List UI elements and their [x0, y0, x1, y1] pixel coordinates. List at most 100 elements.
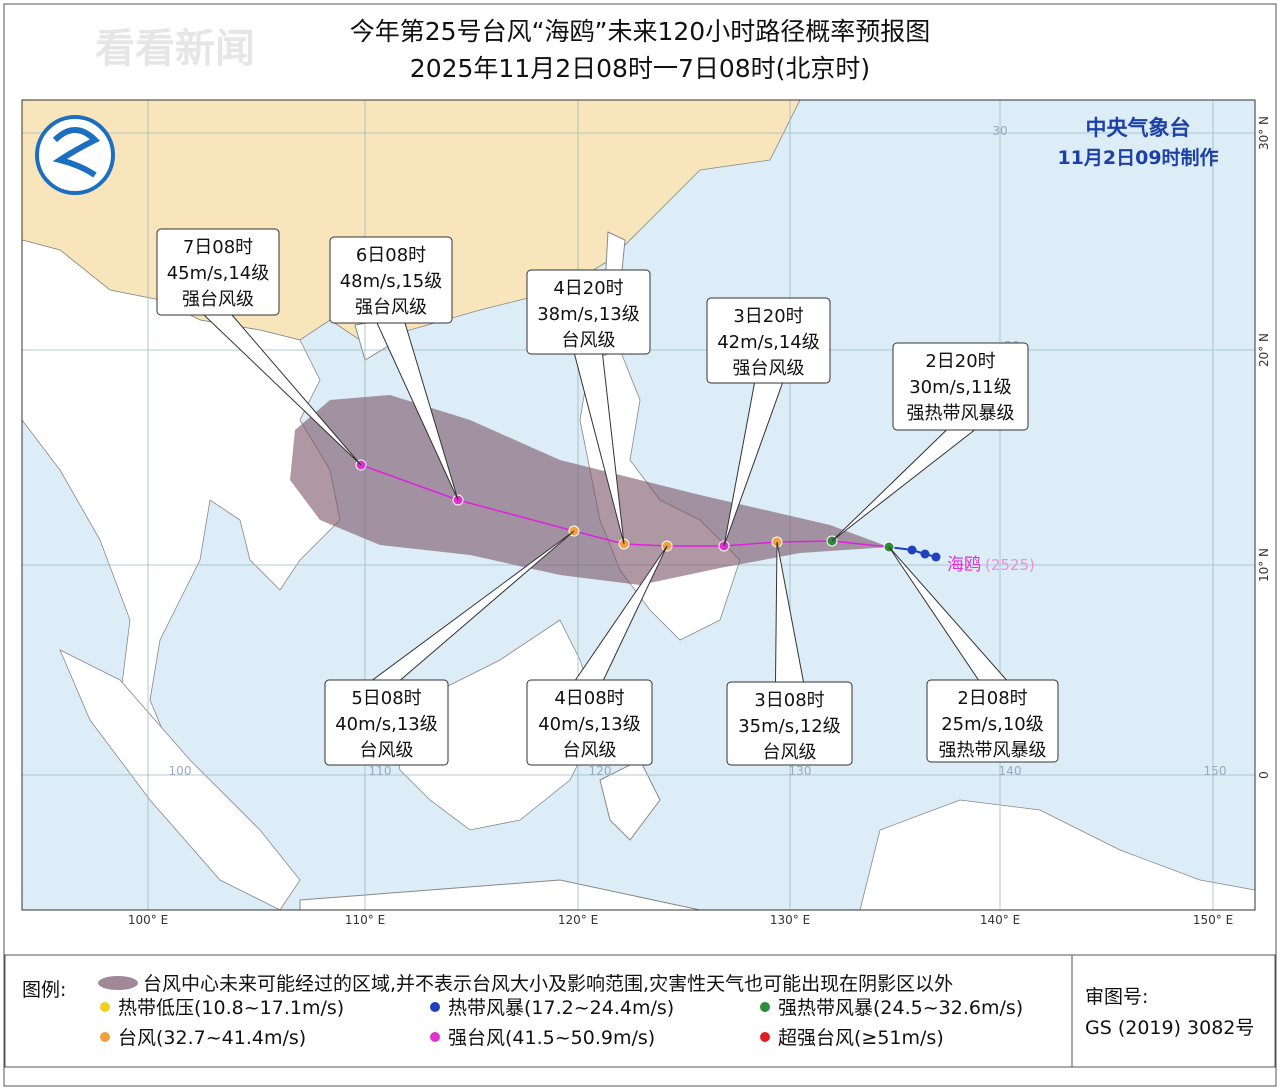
storm-name: 海鸥 — [947, 555, 981, 575]
cone-swatch — [98, 976, 138, 990]
lat-label: 30° N — [1257, 116, 1271, 150]
callout-wind: 35m/s,12级 — [738, 716, 841, 737]
legend-item: 强台风(41.5~50.9m/s) — [448, 1027, 655, 1049]
past-point — [907, 545, 917, 555]
callout-time: 7日08时 — [183, 237, 253, 258]
callout-box — [892, 342, 1029, 431]
sumatra — [59, 649, 301, 910]
legend-title: 图例: — [22, 979, 66, 1001]
legend-cone: 台风中心未来可能经过的区域,并不表示台风大小及影响范围,灾害性天气也可能出现在阴… — [143, 973, 953, 995]
past-point — [931, 552, 941, 562]
callout-time: 3日20时 — [733, 306, 803, 327]
callout-wind: 30m/s,11级 — [909, 377, 1012, 398]
callout-wind: 48m/s,15级 — [340, 271, 443, 292]
callout-time: 6日08时 — [356, 245, 426, 266]
callout-level: 台风级 — [562, 330, 616, 351]
legend-dot — [760, 1032, 770, 1042]
lon-label: 130° E — [770, 913, 810, 927]
inner-grid-label: 130 — [789, 764, 812, 778]
callout-box — [926, 679, 1059, 763]
callout-box — [526, 679, 653, 766]
past-track — [888, 546, 937, 558]
callout-level: 强热带风暴级 — [939, 740, 1047, 761]
legend-dot — [100, 1002, 110, 1012]
callout-time: 2日08时 — [957, 688, 1027, 709]
subtitle: 2025年11月2日08时一7日08时(北京时) — [410, 54, 870, 83]
map-frame — [21, 99, 1256, 911]
inner-grid-label: 100 — [169, 764, 192, 778]
logo-mark — [52, 127, 101, 178]
callout-wind: 25m/s,10级 — [941, 714, 1044, 735]
inner-grid-label: 110 — [369, 764, 392, 778]
watermark: 看看新闻 — [95, 26, 255, 72]
map: 1001101201301401502030 中央气象台 11月2日09时制作 … — [21, 99, 1271, 927]
callout-level: 台风级 — [360, 740, 414, 761]
callout-time: 5日08时 — [351, 688, 421, 709]
callout-box — [726, 681, 853, 766]
callout-level: 强台风级 — [733, 358, 805, 379]
legend-item: 超强台风(≥51m/s) — [778, 1027, 944, 1049]
storm-code: (2525) — [985, 556, 1035, 574]
callout-box — [324, 679, 449, 766]
callout-level: 强热带风暴级 — [907, 403, 1015, 424]
callout-box — [156, 228, 280, 316]
legend-dot — [100, 1032, 110, 1042]
issued: 11月2日09时制作 — [1057, 146, 1218, 169]
callout-wind: 40m/s,13级 — [335, 714, 438, 735]
legend-item: 热带低压(10.8~17.1m/s) — [118, 997, 344, 1019]
callout-box — [526, 269, 651, 355]
lon-label: 150° E — [1193, 913, 1233, 927]
callout-level: 台风级 — [563, 740, 617, 761]
callout-time: 3日08时 — [754, 690, 824, 711]
map-body: 1001101201301401502030 — [22, 100, 1255, 910]
callout-time: 4日08时 — [554, 688, 624, 709]
approval-number: GS (2019) 3082号 — [1085, 1017, 1254, 1039]
callout-wind: 40m/s,13级 — [538, 714, 641, 735]
callout-box — [329, 236, 453, 324]
callout-time: 2日20时 — [925, 351, 995, 372]
callout-wind: 45m/s,14级 — [167, 263, 270, 284]
title: 今年第25号台风“海鸥”未来120小时路径概率预报图 — [350, 17, 930, 46]
past-point — [920, 549, 930, 559]
legend-dot — [430, 1032, 440, 1042]
agency: 中央气象台 — [1086, 116, 1191, 140]
outer-frame — [3, 3, 1277, 1087]
inner-grid-label: 120 — [589, 764, 612, 778]
inner-grid-label: 140 — [999, 764, 1022, 778]
callout-level: 强台风级 — [355, 297, 427, 318]
callout-wind: 42m/s,14级 — [717, 332, 820, 353]
inner-grid-label: 30 — [992, 124, 1007, 138]
callout-box — [706, 297, 831, 384]
lon-label: 110° E — [345, 913, 385, 927]
legend: 图例: 台风中心未来可能经过的区域,并不表示台风大小及影响范围,灾害性天气也可能… — [4, 954, 1276, 1068]
lat-label: 10° N — [1257, 548, 1271, 582]
callout-level: 台风级 — [763, 742, 817, 763]
legend-item: 台风(32.7~41.4m/s) — [118, 1027, 306, 1049]
legend-dot — [760, 1002, 770, 1012]
lon-label: 120° E — [558, 913, 598, 927]
inner-grid-label: 150 — [1204, 764, 1227, 778]
lat-label: 20° N — [1257, 333, 1271, 367]
callout-level: 强台风级 — [182, 289, 254, 310]
lat-label: 0 — [1257, 771, 1271, 779]
new-guinea — [859, 799, 1255, 910]
lon-label: 100° E — [128, 913, 168, 927]
legend-dot — [430, 1002, 440, 1012]
lon-label: 140° E — [980, 913, 1020, 927]
callout-time: 4日20时 — [553, 278, 623, 299]
legend-frame — [4, 954, 1276, 1068]
callout-wind: 38m/s,13级 — [537, 304, 640, 325]
approval-label: 审图号: — [1085, 986, 1148, 1008]
java — [299, 879, 701, 910]
legend-item: 热带风暴(17.2~24.4m/s) — [448, 997, 674, 1019]
